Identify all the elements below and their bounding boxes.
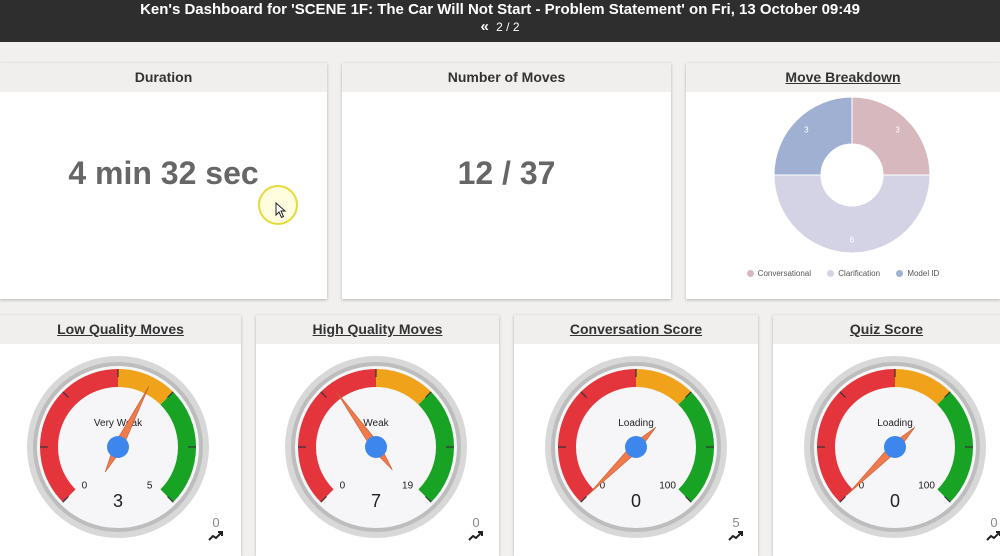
duration-card: Duration 4 min 32 sec [0, 63, 327, 299]
gauge-tick [944, 391, 951, 398]
duration-title: Duration [0, 63, 327, 92]
gauge-value: 3 [113, 491, 123, 511]
donut-slice-value: 3 [895, 125, 900, 134]
gauge-red-band [817, 369, 895, 503]
gauge-value: 0 [631, 491, 641, 511]
gauge-green-band [937, 391, 973, 503]
gauge-max-label: 100 [659, 481, 676, 492]
gauge-min-label: 0 [82, 481, 88, 492]
trend-count: 0 [990, 515, 998, 530]
low-quality-moves-title[interactable]: Low Quality Moves [0, 315, 241, 344]
legend-item-model-id[interactable]: Model ID [896, 269, 939, 278]
dashboard-title: Ken's Dashboard for 'SCENE 1F: The Car W… [140, 1, 860, 18]
gauge-min-label: 0 [600, 481, 606, 492]
gauge-rating-label: Loading [877, 418, 913, 429]
previous-page-icon[interactable]: « [480, 18, 489, 35]
top-bar: Ken's Dashboard for 'SCENE 1F: The Car W… [0, 0, 1000, 42]
gauge-tick [685, 496, 692, 503]
move-breakdown-donut-chart: 3 6 3 [773, 96, 931, 254]
donut-legend: Conversational Clarification Model ID [686, 269, 1000, 278]
gauge-hub [107, 436, 129, 458]
trending-up-icon[interactable] [468, 530, 484, 542]
gauge-tick [839, 496, 846, 503]
gauge-rating-label: Very Weak [94, 418, 143, 429]
trending-up-icon[interactable] [728, 530, 744, 542]
gauge-value: 0 [890, 491, 900, 511]
trending-up-icon[interactable] [986, 530, 1000, 542]
high-quality-moves-card: High Quality Moves Weak 0 19 7 0 [256, 315, 499, 556]
gauge-green-band [160, 391, 196, 503]
gauge-rating-label: Loading [618, 418, 654, 429]
gauge-tick [580, 496, 587, 503]
trend-count: 5 [732, 515, 740, 530]
conversation-score-trend: 5 [728, 515, 744, 542]
gauge-tick [167, 496, 174, 503]
trending-up-icon[interactable] [208, 530, 224, 542]
gauge-tick [320, 496, 327, 503]
donut-slice-model-id[interactable] [773, 96, 853, 176]
gauge-orange-band [636, 369, 692, 405]
gauge-tick [62, 391, 69, 398]
gauge-tick [839, 391, 846, 398]
legend-item-clarification[interactable]: Clarification [827, 269, 880, 278]
gauge-tick [320, 391, 327, 398]
gauge-green-band [418, 391, 454, 503]
donut-slice-conversational[interactable] [851, 96, 931, 176]
conversation-score-card: Conversation Score Loading 0 100 0 5 [514, 315, 758, 556]
gauge-tick [425, 391, 432, 398]
duration-value: 4 min 32 sec [68, 155, 259, 191]
gauge-orange-band [376, 369, 432, 405]
gauge-min-label: 0 [859, 481, 865, 492]
gauge-tick [167, 391, 174, 398]
trend-count: 0 [212, 515, 220, 530]
gauge-green-band [678, 391, 714, 503]
moves-title: Number of Moves [342, 63, 671, 92]
conversation-score-gauge: Loading 0 100 0 [545, 356, 727, 538]
move-breakdown-title[interactable]: Move Breakdown [686, 63, 1000, 92]
gauge-orange-band [895, 369, 951, 405]
gauge-orange-band [118, 369, 174, 405]
gauge-tick [685, 391, 692, 398]
gauge-hub [884, 436, 906, 458]
gauge-hub [625, 436, 647, 458]
high-quality-moves-gauge: Weak 0 19 7 [285, 356, 467, 538]
conversation-score-title[interactable]: Conversation Score [514, 315, 758, 344]
pager: « 2 / 2 [0, 19, 1000, 35]
gauge-red-band [558, 369, 636, 503]
gauge-max-label: 5 [147, 481, 153, 492]
quiz-score-title[interactable]: Quiz Score [773, 315, 1000, 344]
quiz-score-card: Quiz Score Loading 0 100 0 0 [773, 315, 1000, 556]
moves-card: Number of Moves 12 / 37 [342, 63, 671, 299]
gauge-red-band [40, 369, 118, 503]
gauge-tick [62, 496, 69, 503]
move-breakdown-card: Move Breakdown 3 6 3 Conversational Clarif… [686, 63, 1000, 299]
high-quality-moves-title[interactable]: High Quality Moves [256, 315, 499, 344]
quiz-score-trend: 0 [986, 515, 1000, 542]
trend-count: 0 [472, 515, 480, 530]
gauge-tick [944, 496, 951, 503]
gauge-tick [425, 496, 432, 503]
low-quality-moves-gauge: Very Weak 0 5 3 [27, 356, 209, 538]
donut-slice-clarification[interactable] [773, 174, 931, 254]
gauge-hub [365, 436, 387, 458]
low-quality-moves-card: Low Quality Moves Very Weak 0 5 3 0 [0, 315, 241, 556]
gauge-red-band [298, 369, 376, 503]
quiz-score-gauge: Loading 0 100 0 [804, 356, 986, 538]
page-indicator: 2 / 2 [496, 20, 520, 34]
moves-value: 12 / 37 [457, 155, 556, 191]
mouse-pointer-icon [275, 202, 287, 219]
gauge-value: 7 [371, 491, 381, 511]
low-quality-trend: 0 [208, 515, 224, 542]
gauge-rating-label: Weak [363, 418, 389, 429]
high-quality-trend: 0 [468, 515, 484, 542]
legend-item-conversational[interactable]: Conversational [746, 269, 811, 278]
gauge-tick [580, 391, 587, 398]
gauge-max-label: 100 [918, 481, 935, 492]
donut-slice-value: 6 [850, 236, 855, 245]
donut-slice-value: 3 [804, 125, 809, 134]
gauge-min-label: 0 [340, 481, 346, 492]
gauge-max-label: 19 [402, 481, 414, 492]
